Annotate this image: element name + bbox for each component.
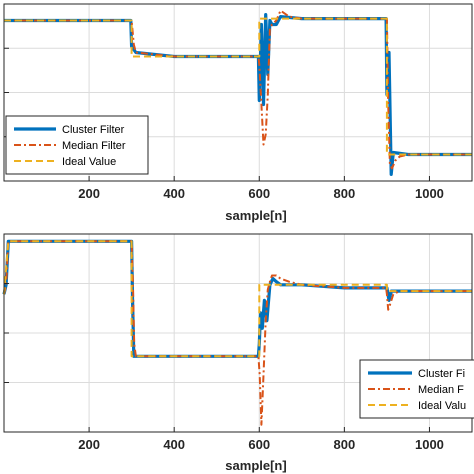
x-axis-label: sample[n] xyxy=(225,208,286,223)
legend-label: Median F xyxy=(418,384,464,396)
legend: Cluster Fi Median F Ideal Valu xyxy=(359,359,474,419)
legend-label: Median Filter xyxy=(62,140,126,152)
x-tick-label: 800 xyxy=(334,186,356,201)
x-tick-label: 400 xyxy=(163,437,185,452)
x-tick-label: 600 xyxy=(248,186,270,201)
x-tick-label: 400 xyxy=(163,186,185,201)
legend-label: Cluster Filter xyxy=(62,124,125,136)
chart-panel-2: 200 400 600 800 1000 sample[n] Cluster Fi Media… xyxy=(2,233,474,473)
legend-label: Ideal Value xyxy=(62,156,116,168)
x-tick-label: 200 xyxy=(78,186,100,201)
legend-label: Ideal Valu xyxy=(418,400,466,412)
legend-label: Cluster Fi xyxy=(418,368,465,380)
series-line xyxy=(3,240,472,426)
x-tick-label: 1000 xyxy=(415,437,444,452)
legend: Cluster Filter Median Filter Ideal Value xyxy=(5,115,149,175)
chart-panel-1: 200 400 600 800 1000 sample[n] Cluster Filter M… xyxy=(3,3,473,223)
x-tick-label: 200 xyxy=(78,437,100,452)
x-tick-label: 600 xyxy=(248,437,270,452)
x-tick-label: 800 xyxy=(334,437,356,452)
series-line xyxy=(3,240,472,358)
series-line xyxy=(4,17,472,156)
x-axis-label: sample[n] xyxy=(225,458,286,473)
x-tick-label: 1000 xyxy=(415,186,444,201)
